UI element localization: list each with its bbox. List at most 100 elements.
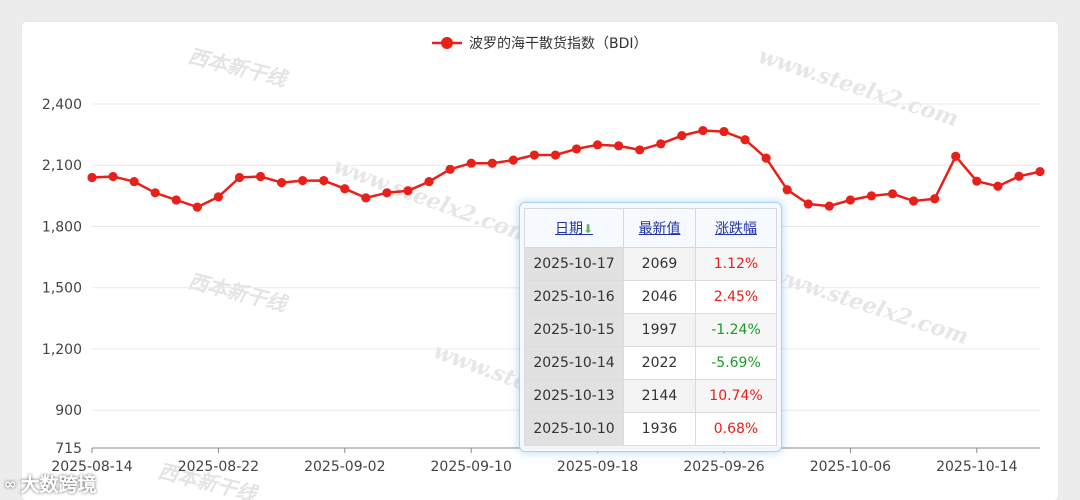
data-point[interactable] [529, 150, 539, 160]
data-point[interactable] [698, 125, 708, 136]
watermark-url: www.steelx2.com [330, 153, 535, 249]
data-point[interactable] [108, 171, 118, 182]
data-point[interactable] [277, 177, 287, 188]
data-point[interactable] [213, 192, 223, 202]
data-point[interactable] [930, 194, 940, 204]
x-tick-label: 2025-09-26 [683, 459, 764, 475]
data-point[interactable] [887, 189, 898, 199]
data-point[interactable] [614, 141, 624, 151]
date-header-label[interactable]: 日期 [554, 221, 583, 237]
row-value: 1997 [623, 313, 696, 347]
y-tick-label: 900 [55, 403, 82, 419]
data-point[interactable] [340, 184, 350, 194]
data-point[interactable] [361, 193, 371, 203]
data-point[interactable] [129, 176, 139, 187]
row-change: 10.74% [695, 379, 777, 413]
series-line [91, 129, 1041, 209]
data-point[interactable] [508, 155, 518, 165]
data-point[interactable] [909, 196, 919, 206]
tooltip-table: 日期⬇ 最新值 涨跌幅 2025-10-17 2069 1.12% 2025-1… [524, 208, 777, 446]
data-point[interactable] [951, 151, 961, 161]
data-point[interactable] [319, 175, 329, 186]
x-tick-label: 2025-08-14 [51, 459, 132, 475]
data-point[interactable] [740, 135, 750, 145]
data-point[interactable] [782, 185, 792, 195]
y-tick-label: 715 [55, 441, 82, 457]
row-change: 0.68% [695, 412, 777, 446]
y-tick-label: 2,100 [42, 158, 82, 174]
value-column-header[interactable]: 最新值 [623, 208, 696, 248]
data-point[interactable] [255, 171, 266, 182]
row-value: 2144 [623, 379, 696, 413]
data-point[interactable] [571, 144, 582, 154]
brand-watermark: ∞ 大数跨境 [4, 470, 97, 497]
data-point[interactable] [761, 153, 771, 163]
table-row: 2025-10-15 1997 -1.24% [524, 313, 777, 347]
brand-name: 大数跨境 [20, 474, 97, 496]
row-change: 2.45% [695, 280, 777, 314]
data-point[interactable] [234, 172, 245, 183]
legend-label[interactable]: 波罗的海干散货指数（BDI） [469, 35, 648, 52]
data-point[interactable] [677, 131, 687, 141]
data-point[interactable] [803, 199, 813, 209]
legend-marker [441, 37, 453, 49]
data-point[interactable] [824, 201, 834, 211]
table-row: 2025-10-10 1936 0.68% [524, 412, 777, 446]
data-point[interactable] [993, 181, 1003, 191]
row-date: 2025-10-16 [524, 280, 624, 314]
data-point[interactable] [171, 195, 181, 205]
data-point[interactable] [593, 140, 603, 150]
data-point[interactable] [403, 186, 413, 196]
y-tick-label: 1,800 [42, 219, 82, 235]
row-change: -5.69% [695, 346, 777, 380]
row-date: 2025-10-17 [524, 247, 624, 281]
x-tick-label: 2025-08-22 [178, 459, 259, 475]
data-point[interactable] [298, 175, 308, 186]
row-date: 2025-10-15 [524, 313, 624, 347]
data-point[interactable] [382, 188, 392, 198]
row-date: 2025-10-10 [524, 412, 624, 446]
data-point[interactable] [656, 139, 666, 149]
data-point[interactable] [424, 176, 434, 187]
table-row: 2025-10-13 2144 10.74% [524, 379, 777, 413]
row-date: 2025-10-13 [524, 379, 624, 413]
data-point[interactable] [150, 188, 160, 198]
brand-logo-icon: ∞ [4, 474, 17, 493]
data-point[interactable] [192, 202, 202, 212]
y-tick-label: 1,500 [42, 281, 82, 297]
y-tick-label: 2,400 [42, 97, 82, 113]
watermark-cn: 西本新干线 [186, 269, 292, 317]
change-column-header[interactable]: 涨跌幅 [695, 208, 777, 248]
table-row: 2025-10-14 2022 -5.69% [524, 346, 777, 380]
data-point[interactable] [845, 195, 856, 205]
data-point[interactable] [445, 164, 455, 174]
data-point[interactable] [487, 158, 497, 168]
x-tick-label: 2025-09-02 [304, 459, 385, 475]
row-value: 2069 [623, 247, 696, 281]
data-point[interactable] [550, 150, 561, 160]
data-point[interactable] [635, 145, 645, 155]
data-point[interactable] [1014, 171, 1024, 181]
y-tick-label: 1,200 [42, 342, 82, 358]
row-value: 1936 [623, 412, 696, 446]
data-tooltip: 日期⬇ 最新值 涨跌幅 2025-10-17 2069 1.12% 2025-1… [519, 202, 782, 452]
data-point[interactable] [87, 172, 97, 183]
data-point[interactable] [972, 176, 982, 186]
data-point[interactable] [1035, 166, 1045, 177]
data-point[interactable] [719, 126, 729, 137]
table-row: 2025-10-16 2046 2.45% [524, 280, 777, 314]
x-tick-label: 2025-09-10 [431, 459, 512, 475]
down-arrow-icon[interactable]: ⬇ [582, 222, 594, 236]
row-value: 2046 [623, 280, 696, 314]
row-change: -1.24% [695, 313, 777, 347]
x-tick-label: 2025-10-14 [936, 459, 1017, 475]
watermark-url: www.steelx2.com [765, 261, 971, 350]
row-date: 2025-10-14 [524, 346, 624, 380]
date-column-header[interactable]: 日期⬇ [524, 208, 624, 248]
x-tick-label: 2025-10-06 [810, 459, 891, 475]
data-point[interactable] [866, 191, 877, 201]
watermark-url: www.steelx2.com [755, 43, 961, 132]
chart-card: www.steelx2.com www.steelx2.com www.steelx… [22, 22, 1058, 500]
data-point[interactable] [466, 158, 476, 168]
x-tick-label: 2025-09-18 [557, 459, 638, 475]
